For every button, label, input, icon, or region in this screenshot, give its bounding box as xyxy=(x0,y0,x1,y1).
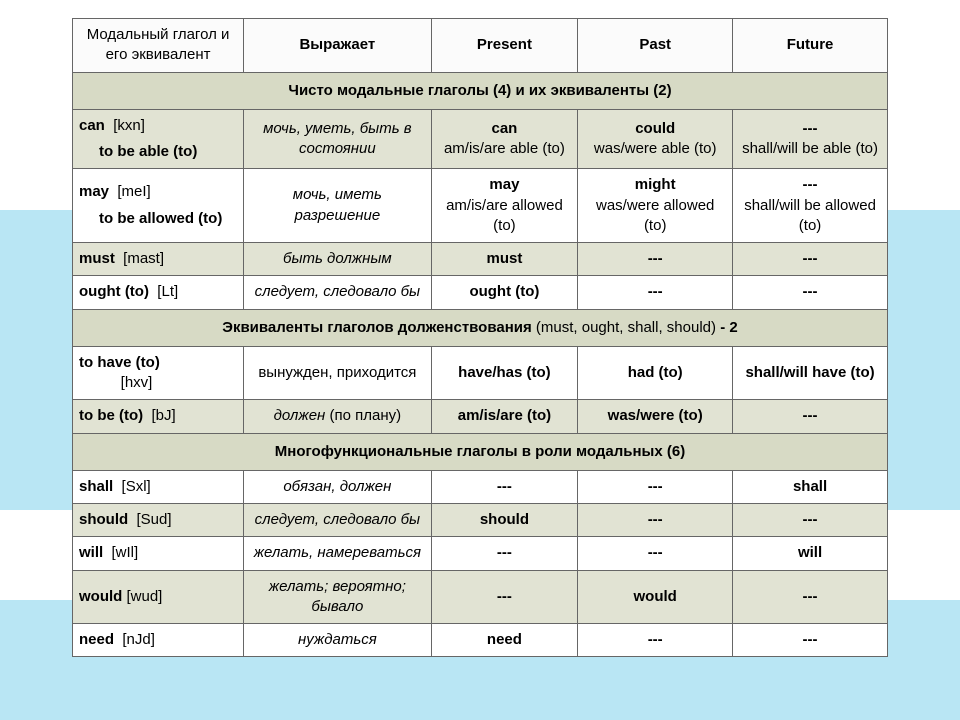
cell: must xyxy=(431,243,578,276)
table-header: Модальный глагол и его эквивалент Выража… xyxy=(73,19,888,73)
table-row: to have (to) [hxv]вынужден, приходитсяha… xyxy=(73,346,888,400)
cell: couldwas/were able (to) xyxy=(578,109,733,169)
cell: will [wIl] xyxy=(73,537,244,570)
cell: mayam/is/are allowed (to) xyxy=(431,169,578,243)
table-row: need [nJd]нуждатьсяneed------ xyxy=(73,624,888,657)
cell: желать, намереваться xyxy=(244,537,431,570)
cell: --- xyxy=(578,624,733,657)
cell: следует, следовало бы xyxy=(244,276,431,309)
section-title: Многофункциональные глаголы в роли модал… xyxy=(73,433,888,470)
cell: --- xyxy=(733,504,888,537)
cell: shall xyxy=(733,470,888,503)
cell: shall/will have (to) xyxy=(733,346,888,400)
cell: must [mast] xyxy=(73,243,244,276)
cell: нуждаться xyxy=(244,624,431,657)
cell: have/has (to) xyxy=(431,346,578,400)
table-row: to be (to) [bJ]должен (по плану)am/is/ar… xyxy=(73,400,888,433)
cell: will xyxy=(733,537,888,570)
cell: --- xyxy=(578,276,733,309)
cell: mightwas/were allowed (to) xyxy=(578,169,733,243)
section-title: Эквиваленты глаголов долженствования (mu… xyxy=(73,309,888,346)
cell: --- xyxy=(431,570,578,624)
cell: ---shall/will be able (to) xyxy=(733,109,888,169)
cell: canam/is/are able (to) xyxy=(431,109,578,169)
table-row: will [wIl]желать, намереваться------will xyxy=(73,537,888,570)
cell: следует, следовало бы xyxy=(244,504,431,537)
table-row: shall [Sxl]обязан, должен------shall xyxy=(73,470,888,503)
cell: --- xyxy=(578,243,733,276)
cell: had (to) xyxy=(578,346,733,400)
cell: должен (по плану) xyxy=(244,400,431,433)
cell: am/is/are (to) xyxy=(431,400,578,433)
th-present: Present xyxy=(431,19,578,73)
cell: быть должным xyxy=(244,243,431,276)
cell: ---shall/will be allowed (to) xyxy=(733,169,888,243)
cell: would xyxy=(578,570,733,624)
cell: need xyxy=(431,624,578,657)
th-modal: Модальный глагол и его эквивалент xyxy=(73,19,244,73)
table-row: would [wud]желать; вероятно; бывало---wo… xyxy=(73,570,888,624)
cell: --- xyxy=(733,570,888,624)
table-row: should [Sud]следует, следовало быshould-… xyxy=(73,504,888,537)
cell: --- xyxy=(733,624,888,657)
cell: --- xyxy=(578,470,733,503)
cell: can [kxn]to be able (to) xyxy=(73,109,244,169)
modal-verbs-table-wrap: Модальный глагол и его эквивалент Выража… xyxy=(72,18,888,657)
cell: --- xyxy=(431,537,578,570)
cell: ought (to) [Lt] xyxy=(73,276,244,309)
section-title: Чисто модальные глаголы (4) и их эквивал… xyxy=(73,72,888,109)
cell: вынужден, приходится xyxy=(244,346,431,400)
cell: was/were (to) xyxy=(578,400,733,433)
cell: ought (to) xyxy=(431,276,578,309)
cell: need [nJd] xyxy=(73,624,244,657)
cell: --- xyxy=(578,537,733,570)
cell: --- xyxy=(578,504,733,537)
th-future: Future xyxy=(733,19,888,73)
modal-verbs-table: Модальный глагол и его эквивалент Выража… xyxy=(72,18,888,657)
cell: --- xyxy=(733,276,888,309)
cell: to be (to) [bJ] xyxy=(73,400,244,433)
table-row: can [kxn]to be able (to)мочь, уметь, быт… xyxy=(73,109,888,169)
table-row: may [meI]to be allowed (to)мочь, иметь р… xyxy=(73,169,888,243)
th-express: Выражает xyxy=(244,19,431,73)
table-body: Чисто модальные глаголы (4) и их эквивал… xyxy=(73,72,888,657)
table-row: must [mast]быть должнымmust------ xyxy=(73,243,888,276)
cell: shall [Sxl] xyxy=(73,470,244,503)
cell: --- xyxy=(733,243,888,276)
cell: would [wud] xyxy=(73,570,244,624)
cell: may [meI]to be allowed (to) xyxy=(73,169,244,243)
table-row: ought (to) [Lt]следует, следовало быough… xyxy=(73,276,888,309)
cell: should xyxy=(431,504,578,537)
cell: желать; вероятно; бывало xyxy=(244,570,431,624)
cell: to have (to) [hxv] xyxy=(73,346,244,400)
th-past: Past xyxy=(578,19,733,73)
cell: --- xyxy=(431,470,578,503)
cell: мочь, уметь, быть в состоянии xyxy=(244,109,431,169)
cell: мочь, иметь разрешение xyxy=(244,169,431,243)
cell: обязан, должен xyxy=(244,470,431,503)
cell: should [Sud] xyxy=(73,504,244,537)
cell: --- xyxy=(733,400,888,433)
